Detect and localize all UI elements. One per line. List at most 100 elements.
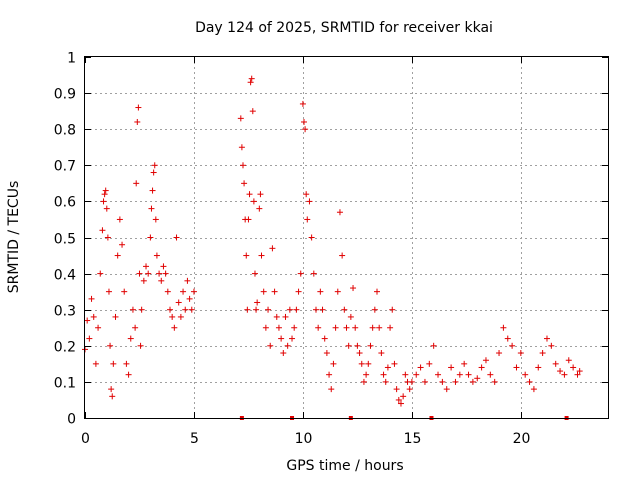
data-point [456, 371, 463, 378]
data-point [306, 198, 313, 205]
data-point [138, 306, 145, 313]
data-point [308, 234, 315, 241]
data-point [317, 288, 324, 295]
data-point [319, 306, 326, 313]
data-point [469, 378, 476, 385]
data-point [164, 288, 171, 295]
data-point [301, 118, 308, 125]
data-point [135, 104, 142, 111]
plot-frame [84, 56, 609, 419]
data-point [336, 209, 343, 216]
data-point [295, 288, 302, 295]
data-point [303, 191, 310, 198]
data-point [356, 350, 363, 357]
data-point [256, 205, 263, 212]
data-point [251, 270, 258, 277]
data-point [125, 371, 132, 378]
data-point [289, 335, 296, 342]
data-point [282, 313, 289, 320]
data-point [323, 350, 330, 357]
data-point [145, 270, 152, 277]
data-point [402, 371, 409, 378]
data-point [302, 126, 309, 133]
data-point [406, 386, 413, 393]
y-tick-label: 0.8 [54, 123, 76, 139]
x-tick-label: 20 [513, 431, 531, 447]
data-point [99, 227, 106, 234]
data-point [173, 234, 180, 241]
grid-layer [85, 57, 608, 418]
data-point [254, 299, 261, 306]
data-point [354, 342, 361, 349]
data-point [363, 371, 370, 378]
data-point [150, 169, 157, 176]
data-point [304, 216, 311, 223]
data-point [509, 342, 516, 349]
y-axis-ticks: 0 0.1 0.2 0.3 0.4 0.5 0.6 0.7 0.8 0.9 1 [54, 51, 608, 428]
data-point [121, 288, 128, 295]
data-point [273, 313, 280, 320]
data-point [426, 360, 433, 367]
data-point [184, 277, 191, 284]
data-point [92, 360, 99, 367]
data-point [275, 324, 282, 331]
data-point [132, 324, 139, 331]
y-tick-label: 0.5 [54, 232, 76, 248]
data-point [171, 324, 178, 331]
data-point [182, 306, 189, 313]
data-point [530, 386, 537, 393]
data-point [384, 364, 391, 371]
data-points [82, 75, 583, 407]
data-point [376, 324, 383, 331]
data-point [162, 270, 169, 277]
data-point [365, 360, 372, 367]
data-point [95, 324, 102, 331]
data-point [478, 364, 485, 371]
data-point [133, 180, 140, 187]
data-point [378, 350, 385, 357]
y-tick-label: 0.2 [54, 340, 76, 356]
data-point [328, 386, 335, 393]
data-point [561, 371, 568, 378]
data-point [448, 364, 455, 371]
data-point [186, 295, 193, 302]
data-point [188, 306, 195, 313]
data-point [574, 371, 581, 378]
x-axis-title: GPS time / hours [286, 458, 403, 474]
data-point [153, 252, 160, 259]
data-point [339, 252, 346, 259]
data-point [143, 263, 150, 270]
data-point [103, 205, 110, 212]
data-point [140, 277, 147, 284]
data-point [90, 313, 97, 320]
data-point [310, 270, 317, 277]
data-point [522, 371, 529, 378]
data-point [119, 241, 126, 248]
data-point [535, 364, 542, 371]
data-point [169, 313, 176, 320]
x-tick-label: 0 [81, 431, 90, 447]
x-tick-label: 10 [295, 431, 313, 447]
data-point [397, 400, 404, 407]
data-point [369, 324, 376, 331]
data-point [136, 270, 143, 277]
data-point [570, 364, 577, 371]
data-point [116, 216, 123, 223]
data-point [107, 342, 114, 349]
y-tick-label: 0.3 [54, 304, 76, 320]
data-point [374, 288, 381, 295]
data-point [104, 234, 111, 241]
data-point [271, 288, 278, 295]
data-point [243, 252, 250, 259]
data-point [358, 360, 365, 367]
data-point [513, 364, 520, 371]
data-point [250, 198, 257, 205]
data-point [500, 324, 507, 331]
data-point [190, 288, 197, 295]
data-point [160, 263, 167, 270]
data-point [443, 386, 450, 393]
data-point [315, 324, 322, 331]
data-point [156, 270, 163, 277]
data-point [102, 187, 109, 194]
